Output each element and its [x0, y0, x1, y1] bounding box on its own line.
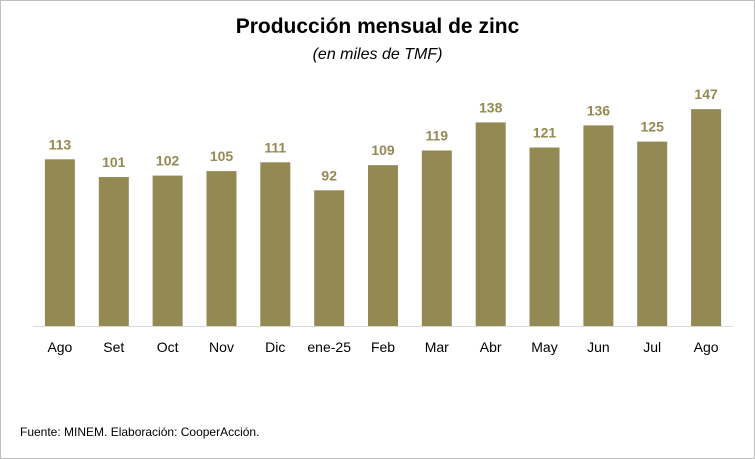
data-label-5: 92 [321, 167, 337, 183]
bar-7 [421, 150, 452, 326]
x-tick-label-4: Dic [265, 339, 285, 355]
x-tick-label-1: Set [103, 339, 124, 355]
source-note: Fuente: MINEM. Elaboración: CooperAcción… [20, 425, 260, 439]
chart-title: Producción mensual de zinc [235, 15, 520, 38]
data-label-10: 136 [587, 102, 611, 118]
x-tick-label-8: Abr [480, 339, 502, 355]
bar-8 [475, 122, 506, 327]
data-label-6: 109 [371, 142, 395, 158]
chart-subtitle: (en miles de TMF) [312, 46, 443, 63]
data-label-7: 119 [426, 128, 449, 144]
x-tick-label-7: Mar [425, 339, 449, 355]
bar-0 [44, 159, 75, 326]
x-tick-label-10: Jun [587, 339, 610, 355]
x-tick-label-5: ene-25 [307, 339, 351, 355]
bar-9 [529, 147, 560, 326]
x-tick-label-12: Ago [694, 339, 719, 355]
x-tick-label-0: Ago [47, 339, 72, 355]
data-label-0: 113 [49, 136, 72, 152]
bar-5 [314, 190, 345, 326]
data-label-12: 147 [694, 86, 718, 102]
x-tick-label-3: Nov [209, 339, 234, 355]
bar-6 [368, 165, 398, 326]
data-label-4: 111 [264, 139, 286, 155]
x-tick-label-9: May [531, 339, 557, 355]
data-label-8: 138 [479, 99, 503, 115]
bar-10 [583, 125, 614, 327]
data-label-3: 105 [210, 148, 234, 164]
x-tick-label-6: Feb [371, 339, 395, 355]
data-label-1: 101 [102, 154, 126, 170]
bar-11 [637, 141, 668, 326]
data-label-11: 125 [641, 119, 665, 135]
bar-4 [260, 162, 291, 326]
bar-1 [98, 177, 129, 326]
bar-12 [691, 109, 722, 326]
bar-3 [206, 171, 237, 326]
x-tick-label-11: Jul [643, 339, 661, 355]
data-label-9: 121 [533, 125, 557, 141]
x-tick-label-2: Oct [157, 339, 179, 355]
data-label-2: 102 [156, 153, 180, 169]
bar-2 [152, 175, 183, 326]
